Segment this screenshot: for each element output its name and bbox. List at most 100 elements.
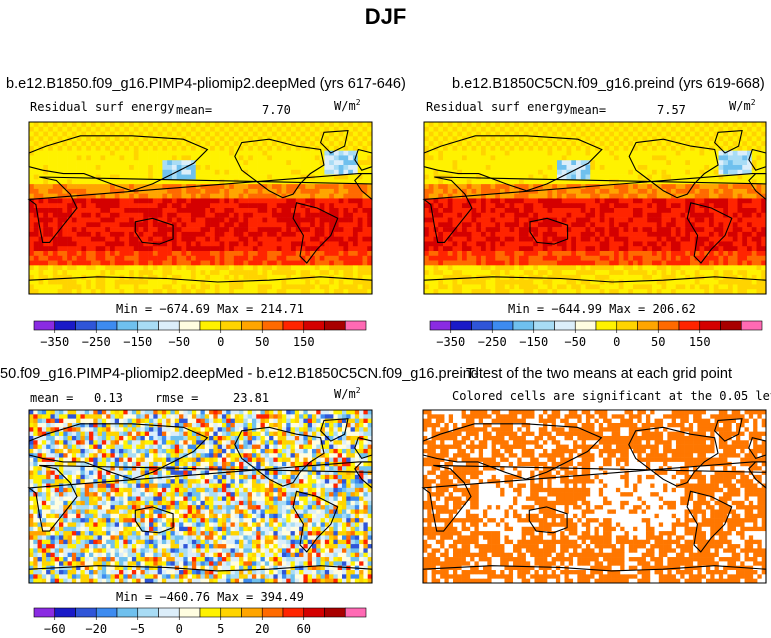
map-cell — [257, 212, 263, 218]
map-cell — [675, 131, 681, 137]
map-cell — [595, 174, 601, 180]
map-cell — [105, 265, 111, 271]
map-cell — [90, 270, 96, 276]
map-cell — [547, 136, 553, 142]
map-cell — [732, 260, 738, 266]
map-cell — [57, 241, 63, 247]
map-cell — [618, 246, 624, 252]
map-cell — [362, 251, 368, 257]
map-cell — [90, 260, 96, 266]
map-cell — [305, 251, 311, 257]
map-cell — [362, 231, 368, 237]
map-cell — [181, 231, 187, 237]
map-cell — [300, 279, 306, 285]
map-cell — [291, 274, 297, 280]
map-cell — [86, 246, 92, 252]
map-cell — [490, 150, 496, 156]
map-cell — [704, 198, 710, 204]
map-cell — [71, 231, 77, 237]
map-cell — [143, 270, 149, 276]
map-cell — [732, 227, 738, 233]
map-cell — [52, 255, 58, 261]
map-cell — [52, 155, 58, 161]
map-cell — [718, 231, 724, 237]
map-cell — [90, 222, 96, 228]
map-cell — [257, 270, 263, 276]
map-cell — [343, 251, 349, 257]
map-cell — [680, 260, 686, 266]
map-cell — [229, 126, 235, 132]
map-cell — [747, 231, 753, 237]
map-cell — [219, 174, 225, 180]
map-cell — [642, 160, 648, 166]
map-cell — [509, 241, 515, 247]
map-cell — [718, 241, 724, 247]
map-cell — [86, 169, 92, 175]
map-cell — [138, 284, 144, 290]
map-cell — [124, 260, 130, 266]
map-cell — [252, 208, 258, 214]
map-cell — [590, 208, 596, 214]
map-cell — [267, 184, 273, 190]
map-cell — [723, 251, 729, 257]
map-cell — [119, 231, 125, 237]
map-cell — [761, 255, 767, 261]
map-cell — [709, 265, 715, 271]
map-cell — [286, 236, 292, 242]
map-cell — [438, 251, 444, 257]
map-cell — [248, 255, 254, 261]
map-cell — [71, 212, 77, 218]
map-cell — [281, 160, 287, 166]
map-cell — [33, 270, 39, 276]
map-cell — [119, 136, 125, 142]
map-cell — [338, 136, 344, 142]
map-cell — [186, 255, 192, 261]
map-cell — [723, 260, 729, 266]
map-cell — [291, 231, 297, 237]
map-cell — [542, 155, 548, 161]
map-cell — [685, 208, 691, 214]
map-cell — [319, 160, 325, 166]
map-cell — [33, 193, 39, 199]
map-cell — [533, 222, 539, 228]
map-cell — [262, 284, 268, 290]
map-cell — [509, 265, 515, 271]
map-cell — [751, 131, 757, 137]
map-cell — [528, 198, 534, 204]
map-cell — [737, 255, 743, 261]
map-cell — [509, 141, 515, 147]
map-cell — [623, 198, 629, 204]
map-cell — [747, 260, 753, 266]
map-cell — [291, 165, 297, 171]
map-cell — [656, 145, 662, 151]
map-cell — [561, 246, 567, 252]
map-cell — [133, 279, 139, 285]
map-cell — [343, 255, 349, 261]
map-cell — [271, 122, 278, 128]
map-cell — [167, 126, 173, 132]
map-cell — [671, 203, 677, 209]
map-cell — [485, 246, 491, 252]
map-cell — [133, 203, 139, 209]
map-cell — [305, 279, 311, 285]
map-cell — [595, 255, 601, 261]
map-cell — [566, 260, 572, 266]
map-cell — [604, 198, 610, 204]
map-cell — [300, 131, 306, 137]
map-cell — [133, 145, 139, 151]
map-cell — [129, 231, 135, 237]
map-cell — [324, 193, 330, 199]
map-cell — [690, 193, 696, 199]
coastline — [319, 129, 349, 154]
map-cell — [599, 141, 605, 147]
map-cell — [666, 236, 672, 242]
map-cell — [133, 265, 139, 271]
map-cell — [171, 141, 177, 147]
map-cell — [200, 184, 206, 190]
map-cell — [704, 265, 710, 271]
map-cell — [747, 270, 753, 276]
map-cell — [276, 284, 282, 290]
map-cell — [514, 169, 520, 175]
map-cell — [443, 165, 449, 171]
map-cell — [428, 222, 434, 228]
